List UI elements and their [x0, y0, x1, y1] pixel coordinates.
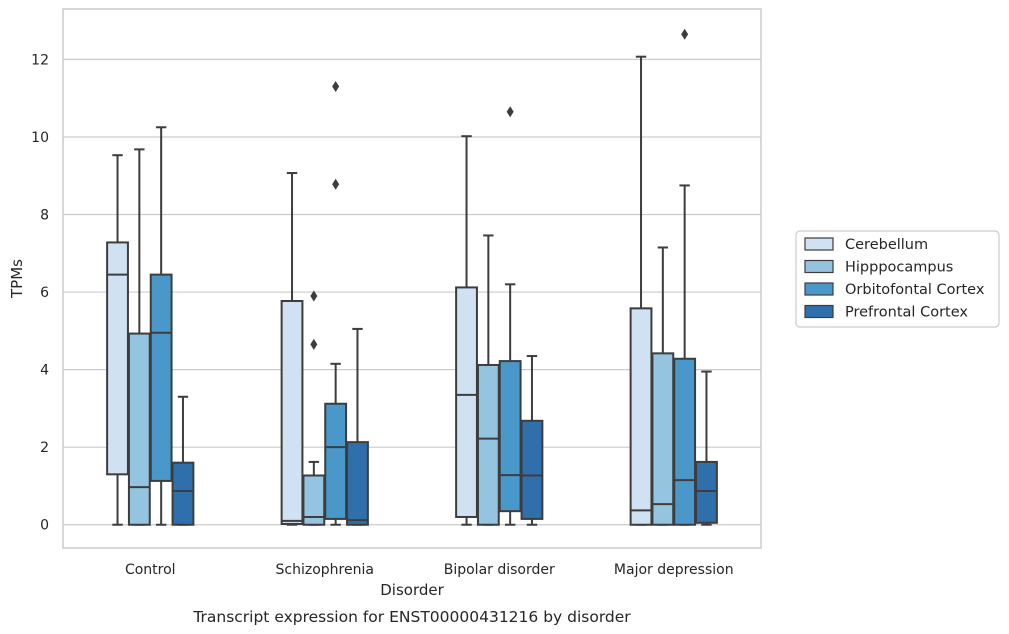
box-body — [149, 273, 173, 482]
outlier-point — [310, 338, 318, 350]
box-body — [280, 299, 304, 525]
box-body — [695, 460, 718, 524]
outlier-point — [681, 28, 689, 40]
box-body — [127, 332, 151, 526]
box-0-1 — [127, 148, 151, 526]
box-0-0 — [106, 154, 129, 526]
box-2-0 — [455, 135, 478, 526]
outlier-point — [332, 178, 340, 190]
box-body — [651, 352, 675, 526]
legend-swatch — [804, 282, 834, 296]
legend-swatch — [804, 237, 834, 251]
box-body — [324, 402, 348, 520]
x-axis-label: Disorder — [380, 581, 444, 599]
x-tick-label: Bipolar disorder — [444, 562, 555, 578]
box-1-1 — [302, 290, 326, 526]
box-body — [346, 441, 369, 526]
legend-label: Hipppocampus — [845, 260, 953, 276]
legend-swatch — [804, 259, 834, 274]
box-1-3 — [346, 327, 369, 526]
box-plot-series — [106, 28, 718, 526]
y-tick-label: 10 — [31, 130, 49, 146]
y-tick-label: 6 — [40, 285, 49, 301]
box-body — [629, 307, 653, 526]
grid-lines — [63, 58, 761, 526]
x-tick-label: Major depression — [614, 562, 734, 578]
outlier-point — [332, 81, 340, 93]
box-2-1 — [476, 234, 500, 526]
box-1-0 — [280, 172, 304, 526]
box-body — [476, 363, 500, 526]
legend-label: Prefrontal Cortex — [845, 305, 968, 321]
legend-label: Cerebellum — [845, 237, 928, 253]
outlier-point — [310, 290, 318, 302]
legend-swatch — [804, 304, 834, 319]
box-2-3 — [520, 355, 544, 526]
box-0-3 — [171, 395, 195, 526]
box-body — [673, 357, 697, 526]
box-3-3 — [695, 370, 718, 526]
x-tick-label: Schizophrenia — [276, 562, 374, 578]
legend: Cerebellum Hipppocampus Orbitofontal Corte… — [795, 230, 1000, 328]
x-tick-labels: Control Schizophrenia Bipolar disorder Majo… — [125, 562, 734, 578]
y-tick-label: 8 — [40, 208, 49, 224]
box-body — [498, 360, 522, 513]
box-3-2 — [673, 28, 697, 526]
box-body — [106, 241, 129, 476]
box-2-2 — [498, 106, 522, 526]
box-body — [455, 286, 478, 518]
outlier-point — [506, 106, 514, 118]
box-3-0 — [629, 55, 653, 526]
y-tick-label: 4 — [40, 363, 49, 379]
y-axis-label: TPMs — [8, 259, 26, 299]
box-0-2 — [149, 126, 173, 526]
y-tick-labels: 0 2 4 6 8 10 12 — [31, 52, 49, 533]
chart-caption: Transcript expression for ENST0000043121… — [192, 608, 631, 626]
y-tick-label: 0 — [40, 518, 49, 534]
legend-frame — [795, 230, 1000, 328]
x-tick-label: Control — [125, 562, 176, 578]
y-tick-label: 2 — [40, 440, 49, 456]
plot-frame — [62, 8, 762, 549]
legend-label: Orbitofontal Cortex — [845, 282, 985, 298]
box-1-2 — [324, 81, 348, 526]
box-body — [171, 461, 195, 526]
y-tick-label: 12 — [31, 52, 49, 68]
box-3-1 — [651, 246, 675, 526]
box-body — [520, 419, 544, 520]
